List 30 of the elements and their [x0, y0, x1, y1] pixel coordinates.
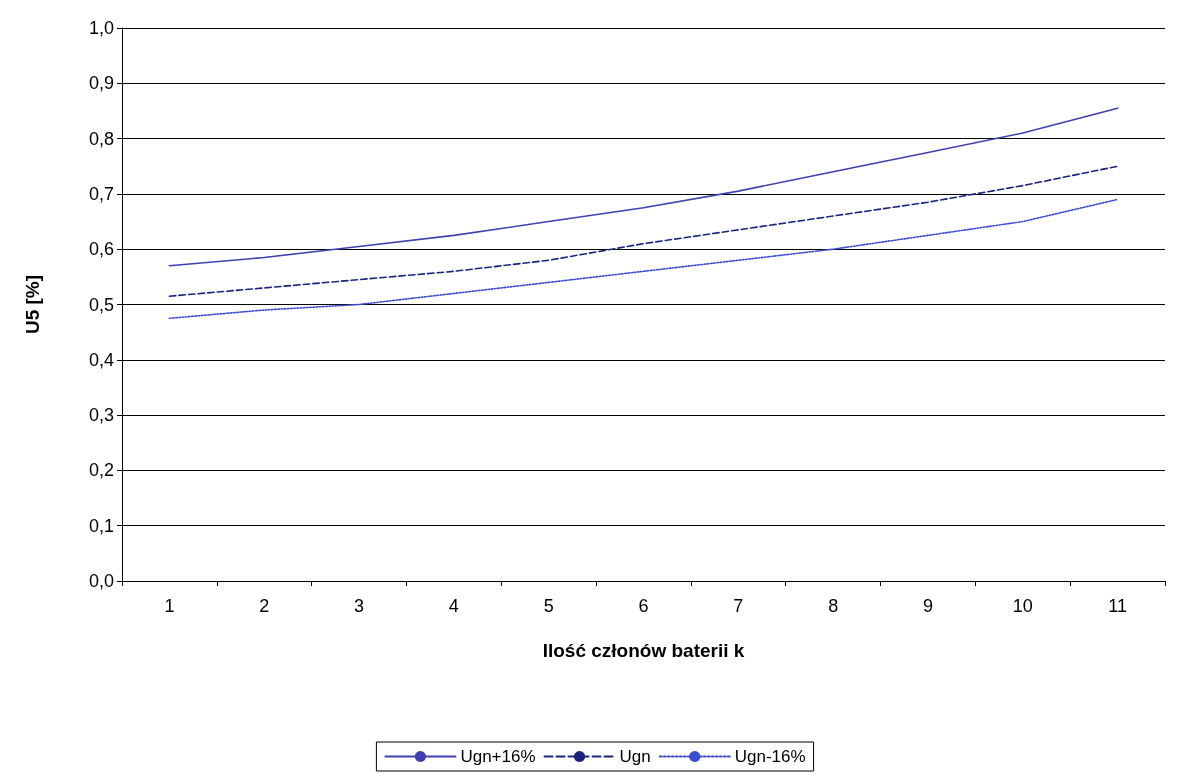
line-series	[168, 107, 1119, 267]
x-tick-label: 3	[354, 596, 365, 616]
legend-label: Ugn-16%	[734, 747, 806, 766]
legend-label: Ugn+16%	[460, 747, 536, 766]
x-tick-label: 4	[448, 596, 459, 616]
y-tick-label: 0,8	[88, 128, 114, 149]
line-series	[168, 198, 1119, 320]
line-series	[168, 165, 1119, 298]
x-tick-label: 11	[1108, 596, 1127, 616]
y-tick-label: 0,4	[88, 349, 114, 370]
y-tick-label: 0,9	[88, 73, 114, 94]
x-axis-title: Ilość członów baterii k	[542, 640, 745, 661]
y-tick-label: 0,3	[88, 405, 114, 426]
x-tick-label: 9	[922, 596, 933, 616]
x-tick-label: 5	[543, 596, 554, 616]
y-tick-label: 0,6	[88, 239, 114, 260]
x-tick-label: 6	[638, 596, 649, 616]
legend-label: Ugn	[619, 747, 651, 766]
y-axis-title: U5 [%]	[22, 274, 43, 335]
y-tick-label: 1,0	[88, 18, 114, 38]
y-tick-label: 0,7	[88, 183, 114, 204]
x-tick-label: 2	[259, 596, 270, 616]
x-tick-label: 7	[733, 596, 744, 616]
x-tick-label: 1	[164, 596, 175, 616]
y-tick-label: 0,2	[88, 460, 114, 481]
x-tick-label: 10	[1012, 596, 1033, 616]
y-tick-label: 0,1	[88, 515, 114, 536]
y-tick-label: 0,0	[88, 571, 114, 591]
x-tick-label: 8	[828, 596, 839, 616]
y-tick-label: 0,5	[88, 294, 114, 315]
